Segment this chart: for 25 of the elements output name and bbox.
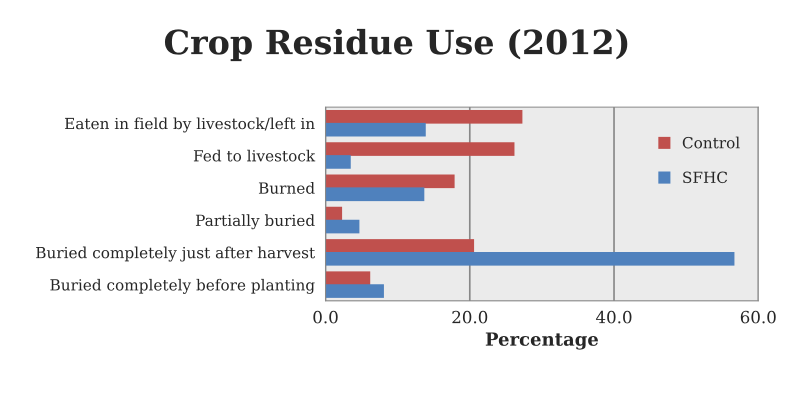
bar	[326, 284, 384, 298]
chart-title: Crop Residue Use (2012)	[164, 28, 628, 62]
legend-label: SFHC	[683, 172, 728, 184]
bar	[326, 271, 370, 285]
x-tick-label: 40.0	[596, 310, 632, 324]
y-tick-label: Eaten in field by livestock/left in	[64, 117, 315, 132]
bar	[326, 122, 426, 137]
bar	[326, 187, 424, 202]
x-axis-title: Percentage	[486, 332, 598, 350]
y-tick-label: Partially buried	[196, 214, 315, 230]
legend-label: Control	[682, 136, 740, 148]
bar	[326, 142, 514, 156]
bar	[326, 252, 734, 266]
y-tick-label: Burned	[258, 182, 315, 194]
y-tick-label: Buried completely before planting	[50, 278, 315, 294]
x-tick-label: 0.0	[313, 310, 338, 324]
bar	[326, 239, 474, 253]
y-tick-label: Buried completely just after harvest	[36, 246, 315, 262]
bar	[326, 220, 360, 234]
bar	[326, 110, 522, 124]
bar	[326, 174, 455, 188]
y-tick-label: Fed to livestock	[194, 150, 316, 162]
bar	[326, 155, 351, 169]
x-tick-label: 20.0	[452, 310, 488, 324]
x-tick-label: 60.0	[740, 310, 776, 324]
